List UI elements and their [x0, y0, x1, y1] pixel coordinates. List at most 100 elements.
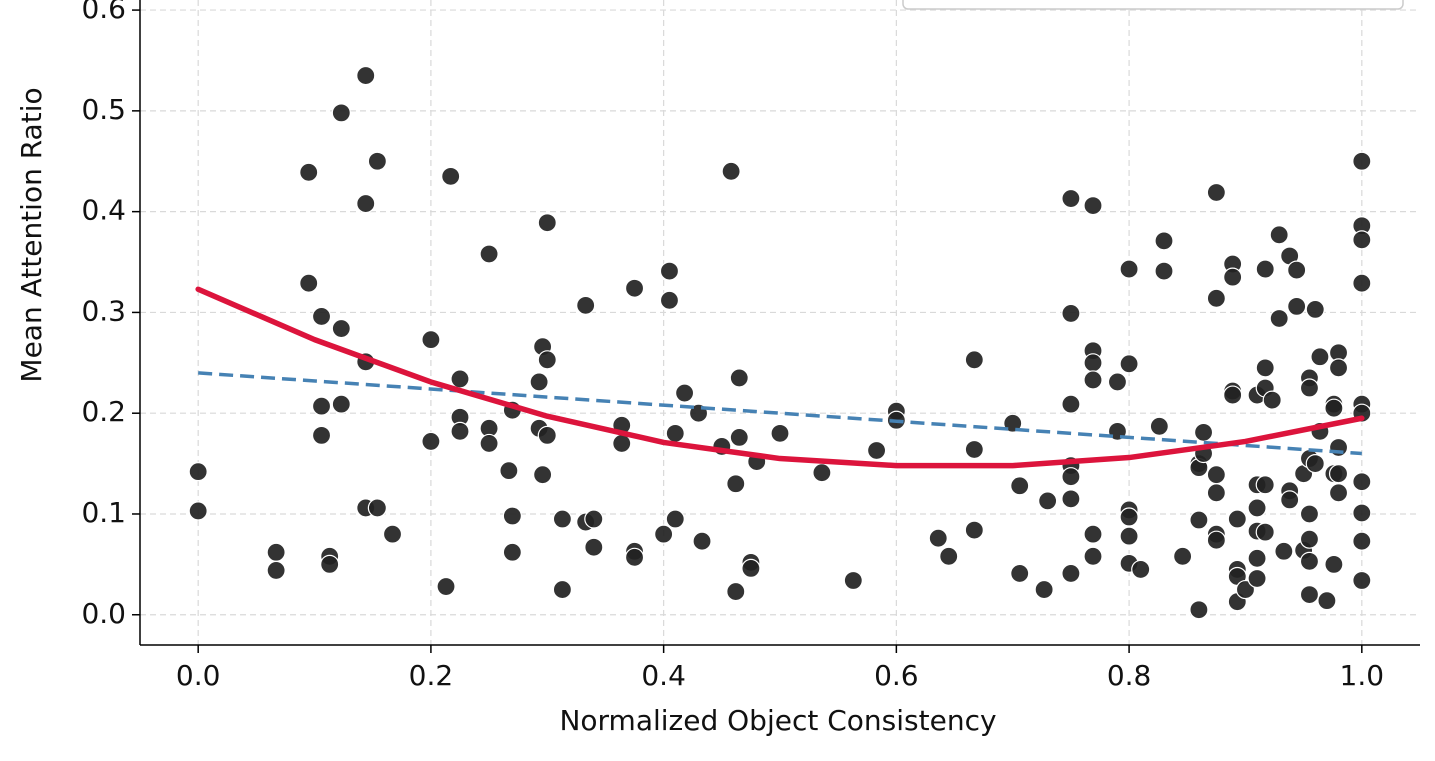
scatter-point [1206, 182, 1226, 203]
scatter-point [1352, 570, 1372, 591]
scatter-point [665, 423, 685, 443]
scatter-point [1352, 151, 1372, 171]
scatter-point [1107, 372, 1128, 392]
scatter-point [964, 350, 984, 370]
scatter-point [812, 463, 832, 483]
x-tick-label: 0.4 [641, 659, 686, 692]
scatter-point [1083, 370, 1103, 390]
scatter-point [665, 509, 685, 529]
scatter-point [1287, 296, 1307, 316]
scatter-point [964, 439, 984, 460]
scatter-point [964, 520, 984, 540]
scatter-point [188, 501, 208, 521]
scatter-point [1189, 600, 1209, 620]
scatter-point [479, 433, 499, 454]
scatter-point [421, 431, 441, 452]
scatter-point [1083, 195, 1103, 216]
scatter-point [1061, 489, 1081, 509]
scatter-point [726, 474, 746, 494]
scatter-point [1255, 259, 1275, 279]
scatter-point [674, 383, 695, 403]
y-tick-label: 0.2 [81, 395, 126, 428]
scatter-point [1149, 416, 1169, 436]
scatter-point [1206, 288, 1226, 308]
scatter-point [1328, 437, 1349, 458]
y-tick-label: 0.5 [81, 93, 126, 126]
scatter-point [576, 295, 596, 315]
scatter-point [367, 498, 387, 518]
scatter-point [1223, 385, 1243, 405]
scatter-point [1352, 503, 1372, 523]
scatter-point [1061, 303, 1081, 324]
scatter-point [1299, 585, 1320, 605]
scatter-point [843, 570, 863, 591]
scatter-point [499, 461, 519, 481]
scatter-point [266, 542, 286, 562]
x-axis-label: Normalized Object Consistency [559, 704, 996, 737]
scatter-point [1328, 358, 1349, 378]
scatter-point [1083, 546, 1103, 566]
scatter-point [1038, 491, 1058, 511]
scatter-point [1274, 541, 1294, 561]
x-tick-label: 0.8 [1107, 659, 1152, 692]
scatter-point [1324, 398, 1344, 418]
scatter-point [584, 537, 604, 557]
scatter-point [331, 103, 351, 123]
scatter-point [450, 421, 470, 441]
scatter-point [1305, 299, 1325, 319]
scatter-point [1010, 563, 1030, 584]
scatter-point [1328, 483, 1349, 503]
x-tick-label: 1.0 [1340, 659, 1385, 692]
scatter-point [1299, 551, 1320, 571]
scatter-point [1206, 483, 1226, 503]
scatter-point [1083, 524, 1103, 544]
scatter-point [320, 554, 340, 574]
scatter-point [928, 528, 948, 548]
scatter-point [1310, 347, 1330, 367]
scatter-point [1206, 530, 1226, 550]
scatter-point [624, 547, 645, 567]
scatter-point [624, 278, 645, 298]
scatter-point [1269, 225, 1289, 245]
scatter-point [311, 396, 332, 416]
scatter-point [441, 166, 461, 186]
scatter-point [1255, 358, 1275, 378]
scatter-point [502, 506, 522, 526]
scatter-point [382, 524, 403, 544]
scatter-point [1119, 526, 1139, 546]
scatter-point [1154, 261, 1174, 281]
scatter-point [1269, 308, 1289, 329]
scatter-point [311, 306, 332, 327]
scatter-point [502, 542, 522, 562]
y-tick-label: 0.0 [81, 597, 126, 630]
scatter-point [1324, 554, 1344, 574]
scatter-point [436, 576, 456, 597]
y-tick-label: 0.3 [81, 294, 126, 327]
scatter-point [1189, 510, 1209, 530]
scatter-point [1352, 531, 1372, 551]
scatter-point [721, 161, 741, 181]
scatter-point [1223, 267, 1243, 287]
scatter-point [1287, 260, 1307, 280]
scatter-point [729, 427, 749, 447]
scatter-point [1173, 546, 1193, 566]
scatter-point [1154, 231, 1174, 251]
scatter-point [729, 368, 749, 388]
scatter-point [726, 581, 746, 602]
scatter-point [1262, 390, 1282, 410]
scatter-point [331, 318, 351, 339]
scatter-point [741, 558, 761, 579]
y-tick-label: 0.4 [81, 194, 126, 227]
scatter-point [1247, 568, 1267, 589]
scatter-point [1119, 354, 1139, 374]
scatter-point [1010, 476, 1030, 496]
scatter-point [266, 560, 286, 581]
scatter-point [537, 213, 557, 233]
scatter-point [299, 273, 319, 293]
y-tick-label: 0.6 [81, 0, 126, 25]
scatter-point [1193, 422, 1214, 442]
scatter-point [1247, 498, 1267, 518]
scatter-point [1299, 504, 1320, 524]
scatter-point [866, 440, 887, 461]
scatter-point [1061, 188, 1081, 209]
